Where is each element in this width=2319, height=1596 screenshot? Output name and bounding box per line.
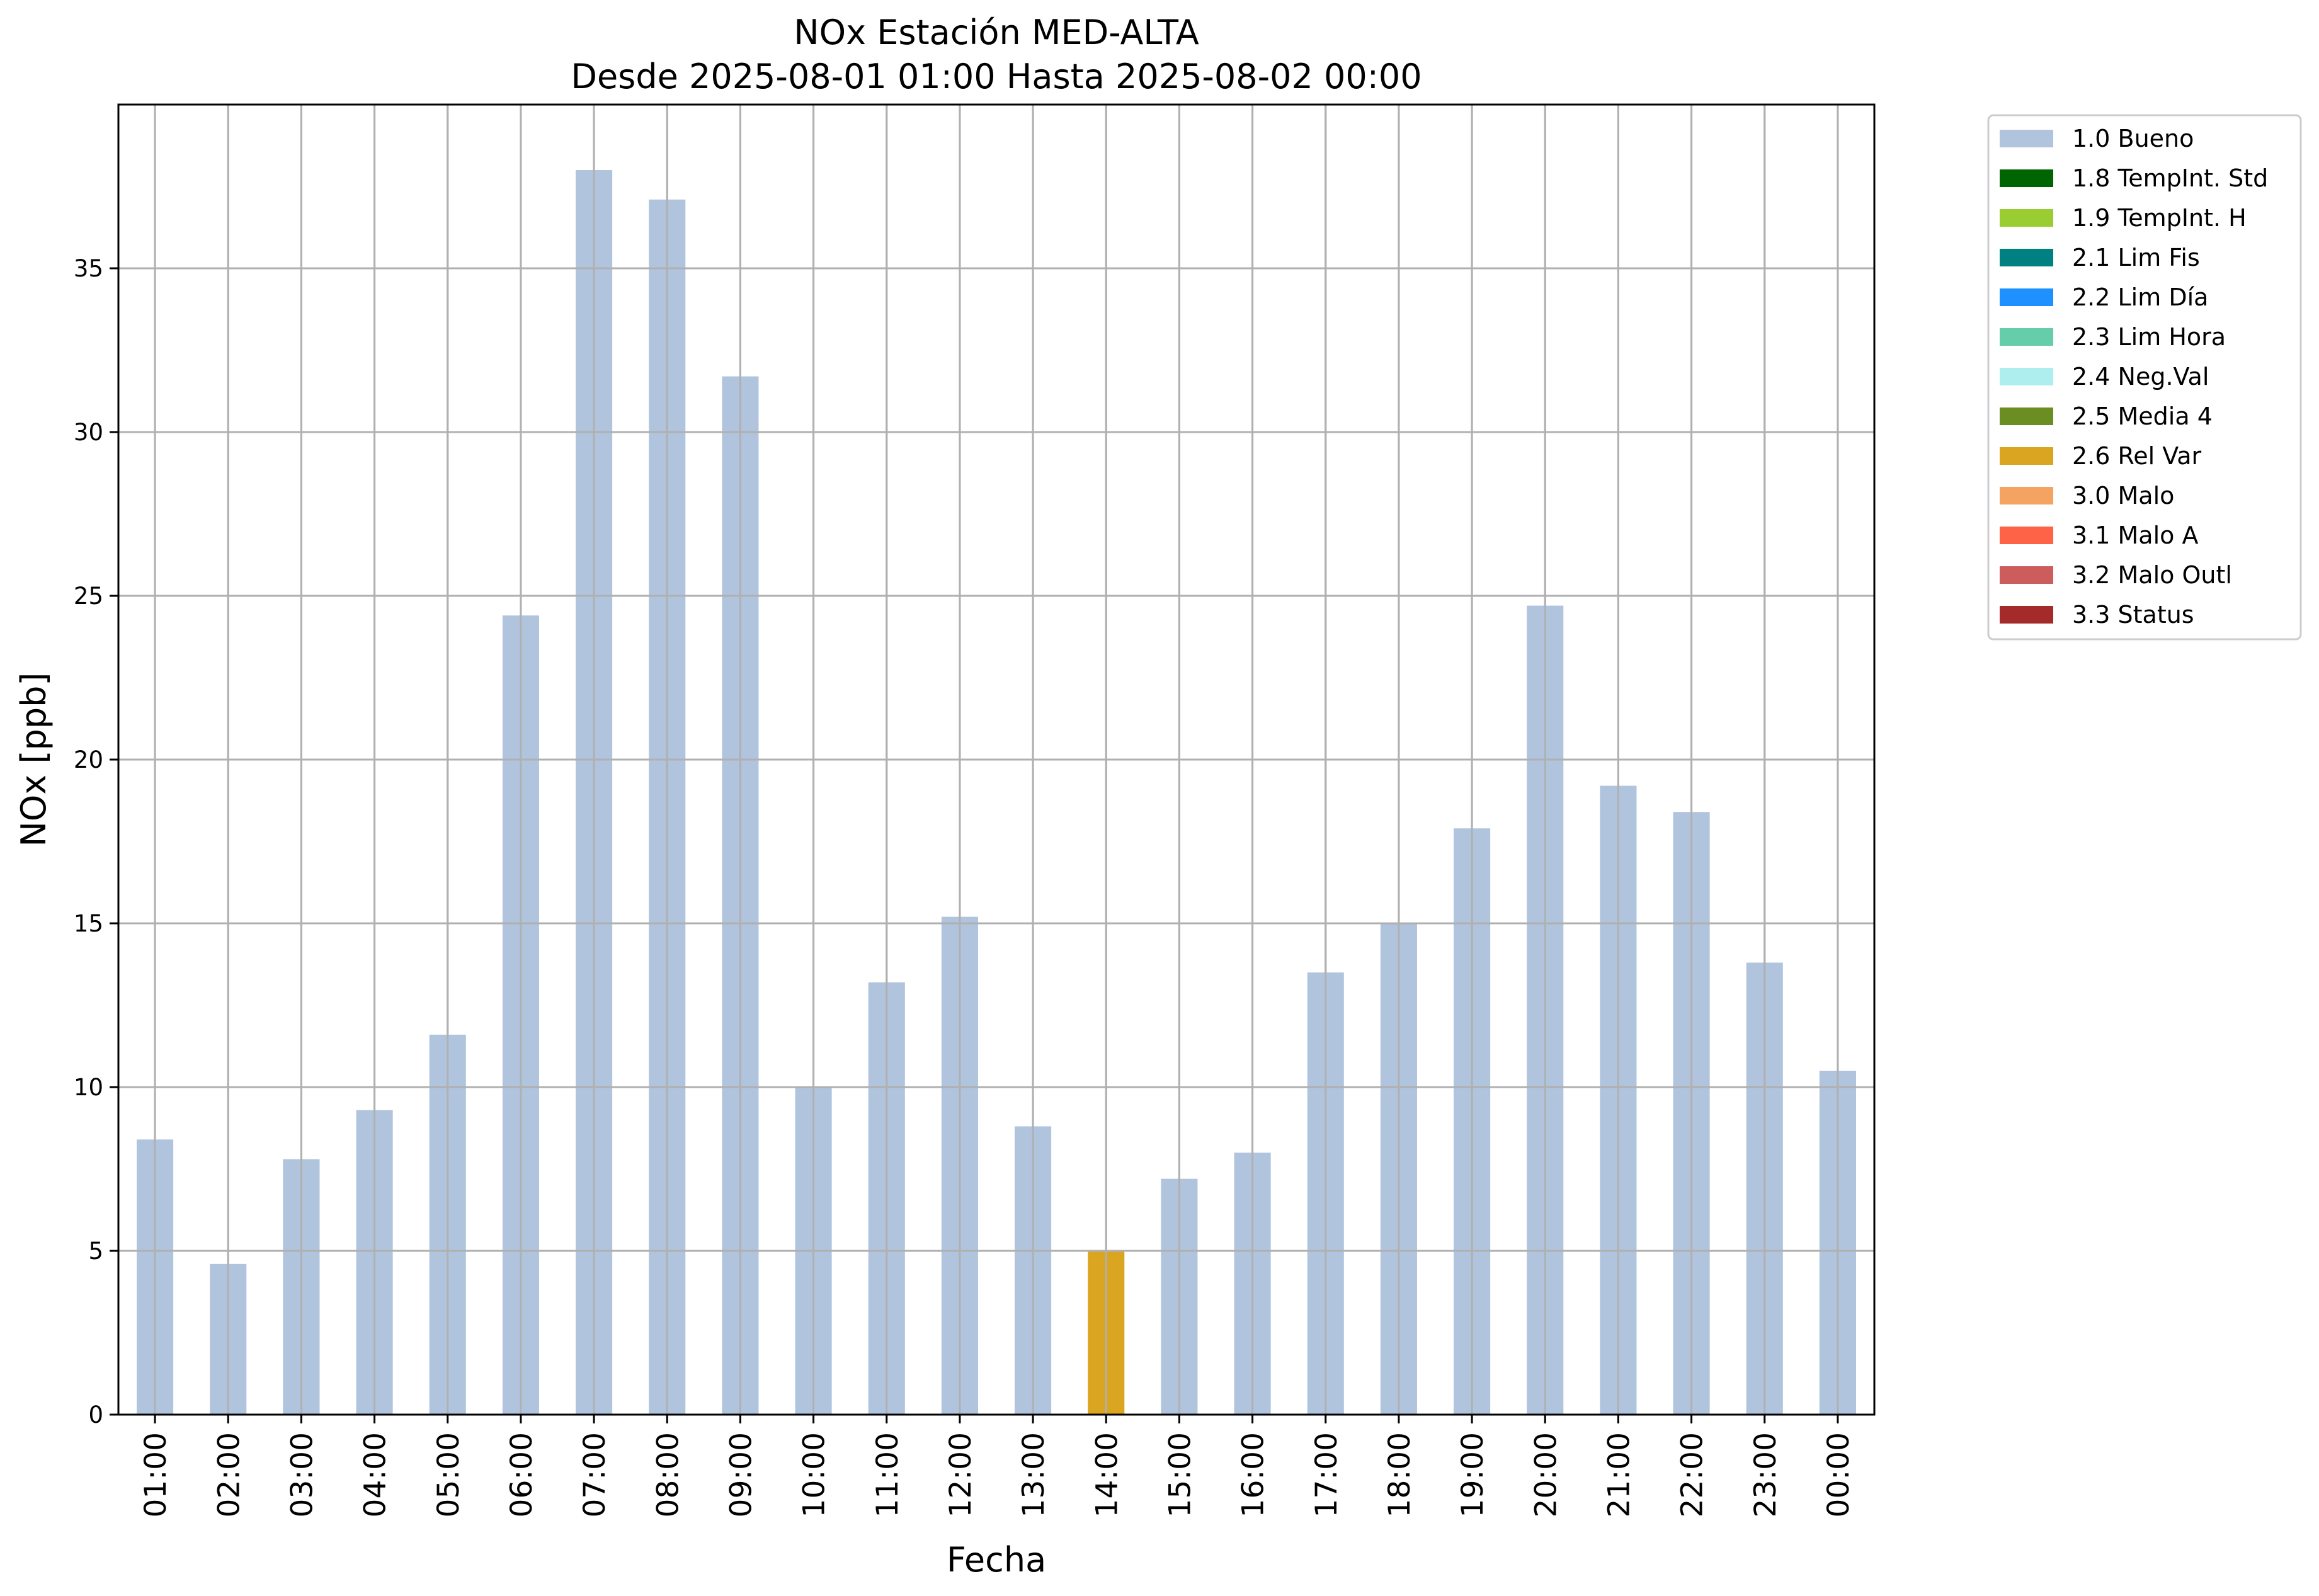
x-tick-label: 22:00 [1675, 1432, 1710, 1517]
chart-title: NOx Estación MED-ALTA [794, 13, 1199, 52]
x-tick-label: 08:00 [651, 1432, 685, 1517]
y-axis-label: NOx [ppb] [14, 673, 54, 847]
x-tick-label: 20:00 [1529, 1432, 1563, 1517]
x-tick-label: 09:00 [724, 1432, 758, 1517]
legend-swatch [2000, 447, 2053, 465]
legend-swatch [2000, 606, 2053, 624]
x-tick-label: 12:00 [943, 1432, 978, 1517]
x-tick-label: 19:00 [1456, 1432, 1490, 1517]
x-tick-label: 17:00 [1309, 1432, 1344, 1517]
legend-label: 2.2 Lim Día [2072, 283, 2208, 311]
bars [118, 105, 1874, 1416]
x-tick-label: 15:00 [1163, 1432, 1197, 1517]
x-tick-label: 11:00 [870, 1432, 905, 1517]
x-axis: 01:00 02:00 03:00 04:00 05:00 06:00 07:00 08:00… [139, 1415, 1856, 1517]
legend-label: 2.5 Media 4 [2072, 402, 2213, 430]
x-tick-label: 00:00 [1821, 1432, 1856, 1517]
legend-frame [1987, 114, 2302, 641]
legend-label: 2.3 Lim Hora [2072, 323, 2226, 351]
legend-swatch [2000, 130, 2053, 147]
x-tick-label: 02:00 [212, 1432, 246, 1517]
legend-swatch [2000, 249, 2053, 266]
legend-label: 3.2 Malo Outl [2072, 561, 2232, 589]
legend-label: 2.6 Rel Var [2072, 442, 2202, 470]
legend-label: 1.9 TempInt. H [2072, 204, 2247, 232]
x-tick-label: 21:00 [1602, 1432, 1636, 1517]
y-tick-label: 25 [74, 583, 103, 610]
y-tick-label: 30 [74, 419, 103, 446]
x-tick-label: 16:00 [1236, 1432, 1271, 1517]
legend-label: 1.8 TempInt. Std [2072, 164, 2268, 192]
y-tick-label: 0 [88, 1401, 103, 1428]
legend-label: 2.1 Lim Fis [2072, 244, 2200, 271]
x-axis-label: Fecha [947, 1540, 1046, 1580]
y-tick-label: 20 [74, 746, 103, 773]
legend-swatch [2000, 368, 2053, 385]
y-axis: 0 5 10 15 20 25 30 35 [74, 255, 118, 1428]
legend-swatch [2000, 527, 2053, 544]
legend-label: 3.0 Malo [2072, 482, 2174, 510]
legend-swatch [2000, 487, 2053, 504]
chart-subtitle: Desde 2025-08-01 01:00 Hasta 2025-08-02 … [571, 57, 1422, 96]
legend-swatch [2000, 209, 2053, 227]
x-tick-label: 23:00 [1748, 1432, 1783, 1517]
x-tick-label: 04:00 [358, 1432, 393, 1517]
x-tick-label: 01:00 [139, 1432, 173, 1517]
x-tick-label: 13:00 [1017, 1432, 1051, 1517]
legend-label: 3.3 Status [2072, 601, 2194, 629]
legend-swatch [2000, 408, 2053, 425]
x-tick-label: 18:00 [1382, 1432, 1417, 1517]
x-tick-label: 14:00 [1090, 1432, 1124, 1517]
x-tick-label: 10:00 [797, 1432, 832, 1517]
x-tick-label: 03:00 [285, 1432, 319, 1517]
legend-label: 1.0 Bueno [2072, 125, 2194, 152]
y-tick-label: 10 [74, 1074, 103, 1101]
legend-swatch [2000, 169, 2053, 187]
x-tick-label: 05:00 [431, 1432, 466, 1517]
x-tick-label: 07:00 [578, 1432, 612, 1517]
legend-swatch [2000, 328, 2053, 346]
legend-swatch [2000, 288, 2053, 306]
y-tick-label: 15 [74, 910, 103, 937]
x-tick-label: 06:00 [504, 1432, 539, 1517]
y-tick-label: 5 [88, 1238, 103, 1265]
legend-label: 3.1 Malo A [2072, 522, 2198, 549]
legend: 1.0 Bueno 1.8 TempInt. Std 1.9 TempInt. H 2… [1987, 114, 2302, 641]
legend-label: 2.4 Neg.Val [2072, 363, 2209, 390]
y-tick-label: 35 [74, 255, 103, 282]
legend-swatch [2000, 566, 2053, 584]
